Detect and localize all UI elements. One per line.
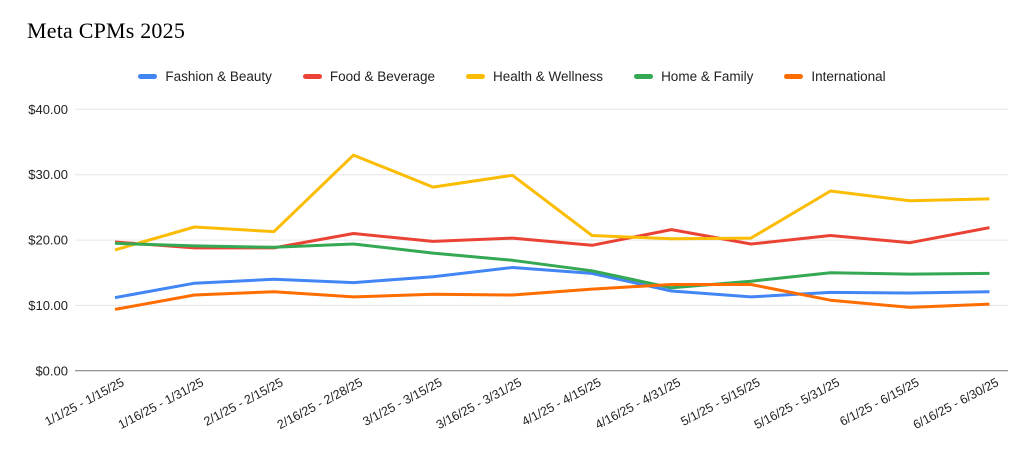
x-axis-tick-label: 1/16/25 - 1/31/25 (116, 375, 206, 432)
y-axis-tick-label: $30.00 (28, 167, 68, 182)
x-axis-tick-label: 1/1/25 - 1/15/25 (43, 375, 127, 428)
legend-label: Fashion & Beauty (165, 68, 272, 84)
x-axis-tick-label: 4/1/25 - 4/15/25 (520, 375, 604, 428)
x-axis-tick-label: 5/1/25 - 5/15/25 (679, 375, 763, 428)
legend-item-fashion-beauty: Fashion & Beauty (138, 69, 272, 84)
y-axis-tick-label: $10.00 (28, 298, 68, 313)
legend-label: Food & Beverage (329, 68, 435, 84)
legend-item-health-wellness: Health & Wellness (466, 69, 603, 84)
legend-item-international: International (784, 68, 886, 84)
x-axis-tick-label: 6/16/25 - 6/30/25 (911, 375, 1001, 432)
x-axis-tick-label: 5/16/25 - 5/31/25 (752, 375, 842, 432)
y-axis-tick-label: $0.00 (35, 363, 68, 378)
legend-swatch-icon (138, 73, 158, 79)
legend-item-home-family: Home & Family (634, 69, 753, 84)
x-axis-tick-label: 2/16/25 - 2/28/25 (275, 375, 365, 432)
x-axis-tick-label: 3/16/25 - 3/31/25 (434, 375, 524, 432)
legend-swatch-icon (302, 73, 322, 79)
y-axis-tick-label: $40.00 (28, 102, 68, 117)
x-axis-tick-label: 4/16/25 - 4/31/25 (593, 375, 683, 432)
x-axis-tick-label: 2/1/25 - 2/15/25 (202, 375, 286, 428)
y-axis-tick-label: $20.00 (28, 233, 68, 248)
legend-label: Home & Family (661, 68, 754, 84)
legend-item-food-beverage: Food & Beverage (302, 68, 435, 84)
chart-title: Meta CPMs 2025 (27, 18, 186, 43)
x-axis-tick-label: 6/1/25 - 6/15/25 (838, 375, 922, 428)
chart-legend: Fashion & Beauty Food & Beverage Health & … (0, 66, 1024, 86)
legend-swatch-icon (466, 73, 485, 79)
legend-label: International (811, 68, 886, 84)
legend-swatch-icon (634, 73, 654, 79)
series-line-home-family (114, 241, 990, 290)
series-line-international (114, 283, 990, 311)
x-axis-tick-label: 3/1/25 - 3/15/25 (361, 375, 445, 428)
legend-swatch-icon (784, 73, 804, 79)
series-line-fashion-beauty (114, 266, 990, 300)
legend-label: Health & Wellness (493, 68, 604, 84)
series-line-health-wellness (114, 153, 990, 252)
